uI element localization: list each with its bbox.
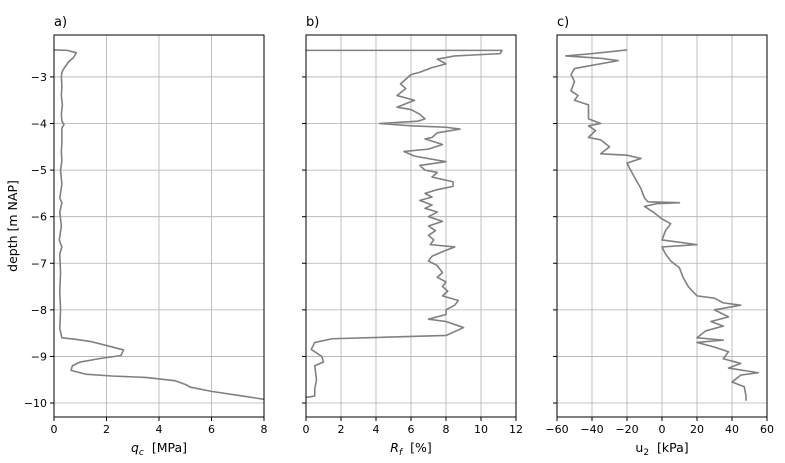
panel-2: 0 2 4 6 8 10 12 b) Rf [%] [302, 15, 523, 458]
x-axis-label-subscript: f [399, 448, 404, 458]
x-tick-label: 20 [690, 423, 704, 436]
x-axis-label: Rf [%] [390, 440, 431, 458]
panel-label: a) [54, 15, 67, 30]
y-tick-label: −4 [31, 118, 47, 131]
x-axis-label-unit: [kPa] [649, 440, 689, 455]
y-tick-label: −5 [31, 164, 47, 177]
panel-label: b) [306, 15, 319, 30]
y-tick-label: −10 [24, 397, 47, 410]
panel-3: −60 −40 −20 0 20 40 60 c) u2 [kPa] [545, 15, 774, 458]
x-tick-label: 40 [725, 423, 739, 436]
series-line [305, 49, 503, 399]
x-axis-label-symbol: q [131, 440, 139, 455]
x-axis-label-unit: [MPa] [144, 440, 187, 455]
y-tick-label: −9 [31, 350, 47, 363]
x-tick-label: 0 [51, 423, 58, 436]
x-tick-label: 10 [474, 423, 488, 436]
x-tick-label: 6 [408, 423, 415, 436]
x-axis-label-subscript: c [139, 448, 144, 458]
x-tick-label: 0 [659, 423, 666, 436]
x-axis-label: u2 [kPa] [635, 440, 688, 458]
panel-label: c) [557, 15, 569, 30]
x-tick-label: 2 [338, 423, 345, 436]
x-axis-label: qc [MPa] [131, 440, 187, 458]
x-tick-label: 60 [760, 423, 774, 436]
series-line [53, 49, 265, 401]
x-tick-label: 8 [261, 423, 268, 436]
panel-1: 0 2 4 6 8 −3 −4 −5 −6 −7 −8 −9 −10 a) qc [MPa] [24, 15, 268, 458]
y-tick-label: −3 [31, 71, 47, 84]
x-tick-label: 6 [208, 423, 215, 436]
x-tick-label: 0 [303, 423, 310, 436]
x-axis-label-unit: [%] [402, 440, 432, 455]
x-tick-label: 4 [156, 423, 163, 436]
y-tick-label: −7 [31, 257, 47, 270]
y-tick-label: −6 [31, 211, 47, 224]
y-axis-label: depth [m NAP] [5, 180, 20, 272]
y-tick-label: −8 [31, 304, 47, 317]
x-axis-label-symbol: R [390, 440, 399, 455]
x-axis-label-symbol: u [635, 440, 643, 455]
x-tick-label: −40 [580, 423, 603, 436]
x-tick-label: −20 [615, 423, 638, 436]
series-line [564, 49, 760, 401]
x-tick-label: 12 [509, 423, 523, 436]
x-tick-label: 8 [443, 423, 450, 436]
x-tick-label: 2 [103, 423, 110, 436]
x-axis-label-subscript: 2 [643, 448, 649, 458]
x-tick-label: 4 [373, 423, 380, 436]
x-tick-label: −60 [545, 423, 568, 436]
